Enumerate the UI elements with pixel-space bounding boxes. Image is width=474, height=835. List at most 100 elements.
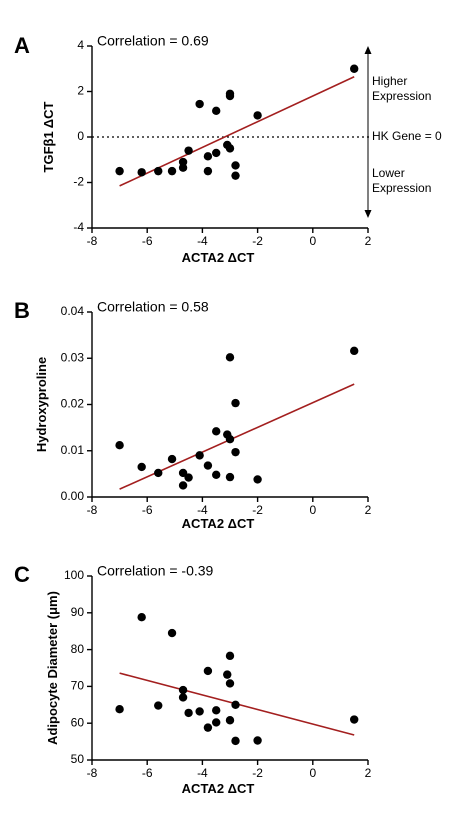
y-tick-label: 70 <box>71 679 85 693</box>
x-tick-label: -8 <box>87 766 98 780</box>
data-point <box>231 447 240 457</box>
y-tick-label: 0.01 <box>61 443 85 457</box>
x-tick-label: -8 <box>87 234 98 248</box>
data-point <box>212 148 221 158</box>
data-point <box>231 700 240 709</box>
data-point <box>225 472 235 482</box>
data-point <box>178 157 188 167</box>
y-tick-label: 0.04 <box>61 304 85 318</box>
data-point <box>212 106 221 116</box>
x-tick-label: -4 <box>197 234 208 248</box>
data-point <box>225 679 235 688</box>
data-point <box>212 706 221 715</box>
y-tick-label: 100 <box>64 568 84 582</box>
y-axis-title: TGFβ1 ΔCT <box>41 101 56 172</box>
data-point <box>195 707 204 716</box>
lower-expression-label: Expression <box>372 181 431 195</box>
panel-b: B Correlation = 0.58 -8 -6 -4 -2 0 2 0.00 0.01 0.0… <box>14 298 372 531</box>
data-point <box>225 434 235 444</box>
data-point <box>350 715 359 724</box>
x-tick-label: 2 <box>365 503 372 517</box>
x-tick-label: 0 <box>309 234 316 248</box>
y-axis-title: Hydroxyproline <box>34 357 49 452</box>
data-point <box>212 470 221 479</box>
panel-letter: B <box>14 298 30 323</box>
data-point <box>115 705 124 714</box>
y-tick-label: 0.02 <box>61 397 85 411</box>
data-point <box>253 475 262 484</box>
data-point <box>225 89 235 98</box>
data-point <box>231 161 240 170</box>
x-tick-label: -6 <box>142 503 153 517</box>
data-point <box>212 718 221 727</box>
data-point <box>350 346 359 356</box>
x-tick-label: -6 <box>142 766 153 780</box>
data-point <box>154 166 163 176</box>
data-point <box>195 451 204 460</box>
correlation-label: Correlation = 0.58 <box>97 299 209 315</box>
data-point <box>154 468 163 478</box>
data-point <box>195 99 204 109</box>
y-tick-label: 0.00 <box>61 489 85 503</box>
data-point <box>178 481 188 490</box>
panel-letter: C <box>14 562 30 587</box>
x-tick-label: -8 <box>87 503 98 517</box>
data-point <box>231 398 240 408</box>
y-tick-label: 0 <box>77 129 84 143</box>
data-point <box>115 441 124 450</box>
y-tick-label: -4 <box>73 220 84 234</box>
y-tick-label: 90 <box>71 605 85 619</box>
higher-expression-label: Higher <box>372 74 407 88</box>
data-point <box>184 708 193 718</box>
data-point <box>178 693 188 702</box>
data-point <box>154 701 163 710</box>
data-point <box>115 166 124 176</box>
data-point <box>184 473 193 482</box>
panel-c: C Correlation = -0.39 -8 -6 -4 -2 0 2 50 60 70 80 90… <box>14 562 372 796</box>
y-tick-label: 80 <box>71 642 85 656</box>
reference-label-bg <box>370 129 470 145</box>
correlation-label: Correlation = 0.69 <box>97 33 209 49</box>
reference-line-label: HK Gene = 0 <box>372 129 442 143</box>
x-tick-label: 0 <box>309 766 316 780</box>
y-tick-label: 4 <box>77 38 84 52</box>
correlation-label: Correlation = -0.39 <box>97 563 214 579</box>
higher-expression-label: Expression <box>372 89 431 103</box>
data-point <box>178 468 188 478</box>
data-point <box>225 716 235 725</box>
panel-a: A Correlation = 0.69 -8 -6 -4 -2 0 2 -4 -2 0 2 4 ACTA… <box>14 33 470 265</box>
data-point <box>178 685 188 695</box>
x-tick-label: 2 <box>365 234 372 248</box>
data-point <box>231 736 240 746</box>
data-point <box>203 166 213 176</box>
x-tick-label: -6 <box>142 234 153 248</box>
data-point <box>203 461 213 470</box>
y-tick-label: 0.03 <box>61 350 85 364</box>
data-point <box>203 152 213 161</box>
data-point <box>137 462 146 472</box>
data-point <box>184 146 193 155</box>
x-tick-label: 0 <box>309 503 316 517</box>
data-point <box>167 628 177 638</box>
data-point <box>203 666 213 676</box>
y-tick-label: 2 <box>77 84 84 98</box>
panel-letter: A <box>14 33 30 58</box>
x-tick-label: -4 <box>197 766 208 780</box>
data-point <box>137 168 146 177</box>
data-point <box>225 144 235 153</box>
arrow-up-icon <box>364 46 372 54</box>
x-tick-label: -4 <box>197 503 208 517</box>
x-tick-label: -2 <box>252 766 263 780</box>
x-tick-label: -2 <box>252 503 263 517</box>
data-point <box>137 613 146 622</box>
data-point <box>253 111 262 120</box>
x-tick-label: -2 <box>252 234 263 248</box>
data-point <box>203 723 213 732</box>
data-point <box>212 427 221 436</box>
data-point <box>253 736 262 745</box>
data-point <box>225 651 235 661</box>
lower-expression-label: Lower <box>372 166 405 180</box>
data-point <box>231 171 240 180</box>
data-point <box>350 64 359 73</box>
